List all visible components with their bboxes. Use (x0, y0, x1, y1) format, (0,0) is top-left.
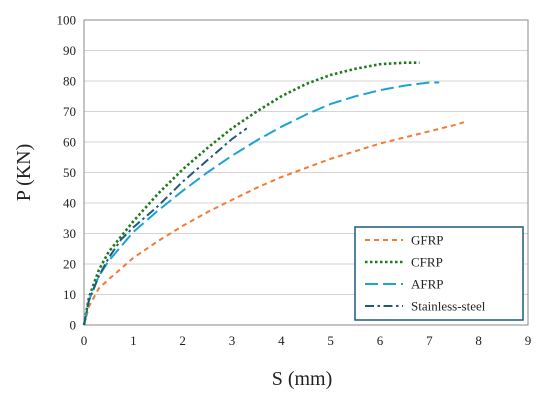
y-tick-label: 20 (63, 257, 76, 272)
y-tick-label: 70 (63, 104, 76, 119)
x-tick-label: 9 (525, 333, 532, 348)
legend-label-stainless-steel: Stainless-steel (411, 299, 486, 314)
y-axis-ticks: 0 10 20 30 40 50 60 70 80 90 100 (57, 13, 77, 333)
x-tick-label: 6 (377, 333, 384, 348)
x-axis-ticks: 0 1 2 3 4 5 6 7 8 9 (81, 333, 532, 348)
y-tick-label: 10 (63, 287, 76, 302)
x-tick-label: 5 (327, 333, 334, 348)
x-tick-label: 3 (229, 333, 236, 348)
x-tick-label: 8 (475, 333, 482, 348)
y-tick-label: 50 (63, 165, 76, 180)
y-tick-label: 0 (70, 318, 77, 333)
legend-label-gfrp: GFRP (411, 233, 444, 248)
y-tick-label: 80 (63, 74, 76, 89)
y-axis-title: P (KN) (13, 144, 35, 202)
legend: GFRP CFRP AFRP Stainless-steel (355, 227, 523, 320)
x-axis-title: S (mm) (272, 368, 333, 390)
series-line-stainless-steel (84, 128, 247, 325)
y-tick-label: 40 (63, 196, 76, 211)
x-tick-label: 7 (426, 333, 433, 348)
legend-label-cfrp: CFRP (411, 255, 443, 270)
x-tick-label: 1 (130, 333, 137, 348)
y-tick-label: 90 (63, 43, 76, 58)
x-tick-label: 2 (179, 333, 186, 348)
x-tick-label: 0 (81, 333, 88, 348)
x-tick-label: 4 (278, 333, 285, 348)
y-tick-label: 100 (57, 13, 77, 28)
y-tick-label: 60 (63, 135, 76, 150)
y-tick-label: 30 (63, 226, 76, 241)
legend-label-afrp: AFRP (411, 277, 444, 292)
